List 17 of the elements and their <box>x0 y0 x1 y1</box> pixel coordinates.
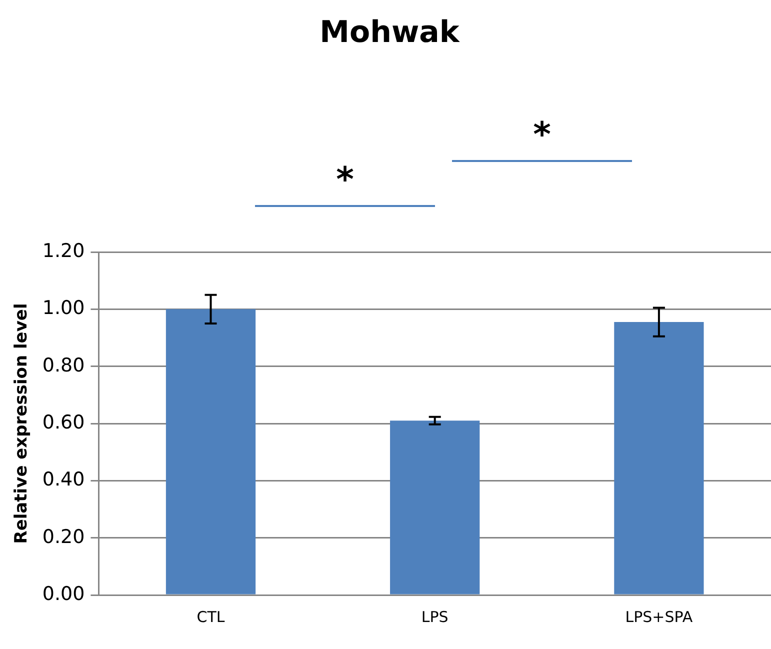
bar <box>166 309 256 594</box>
text: * <box>532 115 552 155</box>
x-tick-label: LPS <box>421 608 448 626</box>
bar <box>390 420 480 594</box>
y-tick-label: 0.80 <box>42 354 85 376</box>
x-tick-label: LPS+SPA <box>625 608 694 626</box>
chart-title: Mohwak <box>320 14 460 50</box>
y-tick-label: 0.20 <box>42 526 85 548</box>
x-tick-label: CTL <box>196 608 226 626</box>
y-tick-label: 1.20 <box>42 240 85 262</box>
y-tick-label: 1.00 <box>42 297 85 320</box>
bar <box>614 322 704 594</box>
y-tick-label: 0.00 <box>42 582 85 605</box>
y-tick-label: 0.60 <box>42 411 85 434</box>
y-tick-label: 0.40 <box>42 468 85 491</box>
text: * <box>335 160 355 200</box>
y-axis-title: Relative expression level <box>12 303 32 544</box>
